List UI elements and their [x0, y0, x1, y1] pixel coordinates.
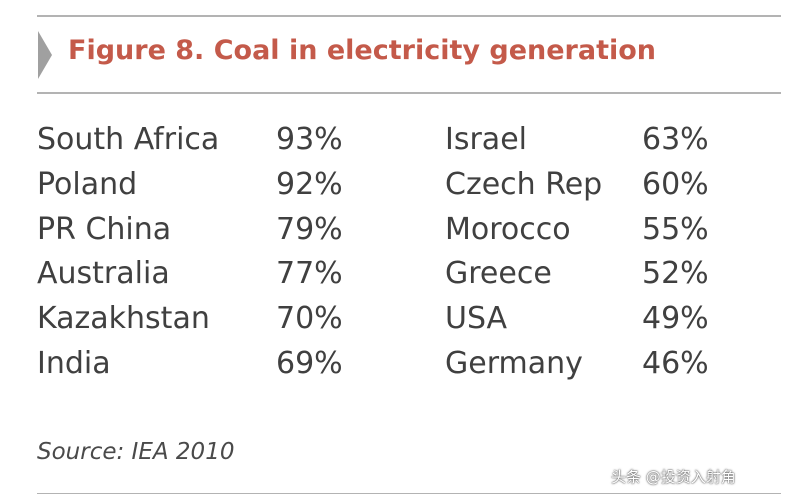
title-rule: [37, 92, 781, 94]
coal-share-value: 92%: [276, 166, 343, 202]
country-label: Germany: [445, 346, 583, 381]
coal-share-value: 49%: [642, 301, 709, 337]
bottom-rule: [37, 493, 781, 494]
country-label: Greece: [445, 256, 552, 292]
country-label: PR China: [37, 211, 172, 247]
figure-arrow-icon: [38, 31, 52, 79]
coal-share-value: 55%: [642, 211, 709, 247]
country-label: Czech Rep: [445, 166, 603, 202]
coal-share-value: 60%: [642, 166, 709, 202]
coal-share-value: 63%: [642, 122, 709, 157]
country-label: Morocco: [445, 211, 571, 247]
country-label: Poland: [37, 166, 138, 202]
figure-title: Figure 8. Coal in electricity generation: [68, 35, 657, 66]
coal-share-value: 93%: [276, 122, 343, 157]
country-label: Kazakhstan: [37, 301, 210, 337]
watermark: 头条 @投资入射角: [611, 468, 736, 486]
country-label: USA: [445, 301, 508, 337]
coal-share-table: South Africa 93% Poland 92% PR China 79% Austr…: [37, 122, 709, 381]
top-rule: [37, 15, 781, 17]
coal-share-value: 77%: [276, 256, 343, 292]
country-label: India: [37, 346, 111, 381]
coal-share-value: 46%: [642, 346, 709, 381]
coal-share-value: 69%: [276, 346, 343, 381]
source-note: Source: IEA 2010: [37, 439, 235, 465]
coal-share-value: 52%: [642, 256, 709, 292]
country-label: South Africa: [37, 122, 220, 157]
coal-share-value: 70%: [276, 301, 343, 337]
country-label: Australia: [37, 256, 170, 292]
coal-share-value: 79%: [276, 211, 343, 247]
country-label: Israel: [445, 122, 527, 157]
